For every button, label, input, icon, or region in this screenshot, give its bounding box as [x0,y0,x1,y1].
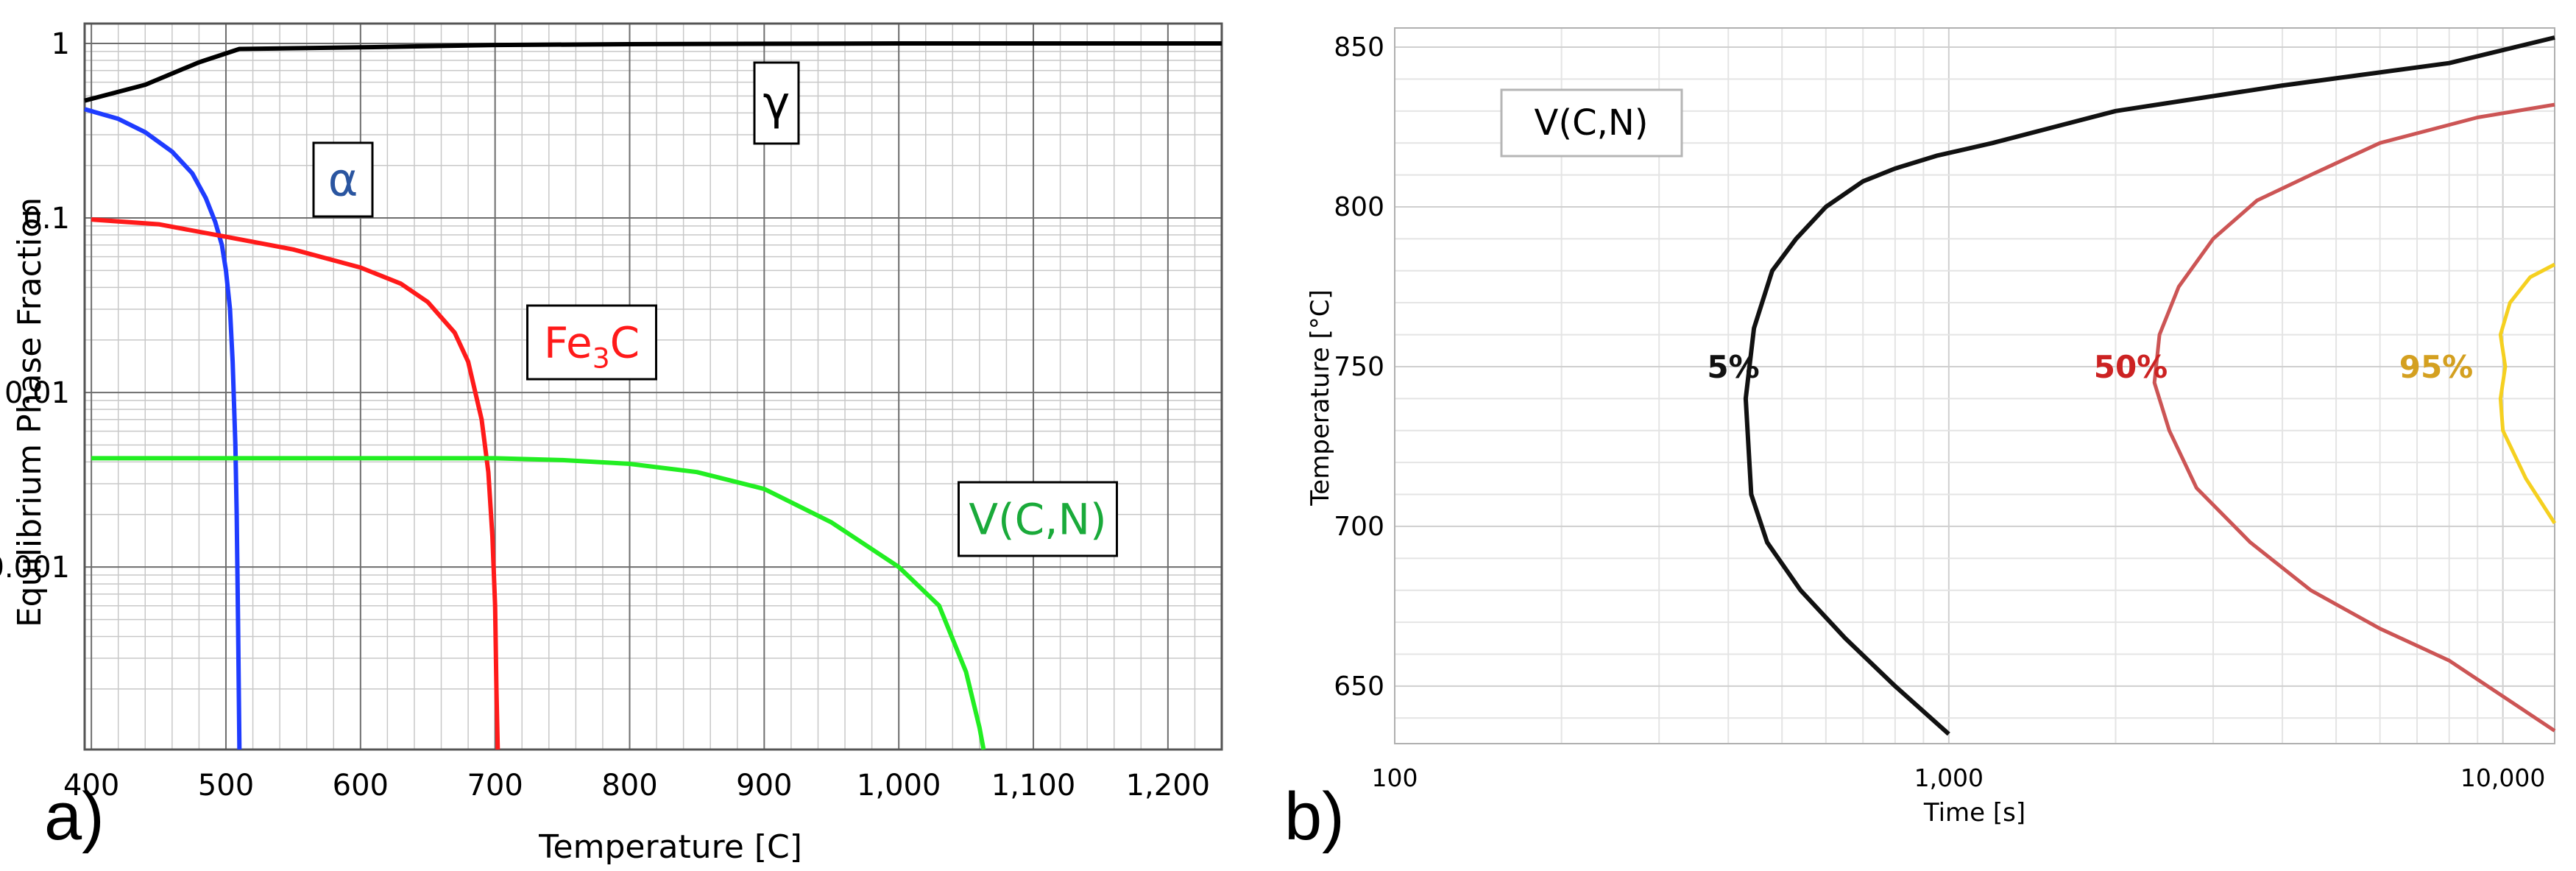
panel-a-x-axis-label: Temperature [C] [538,828,802,866]
panel-a-x-tick-label: 400 [63,769,119,803]
panel-a-x-tick-label: 900 [736,769,792,803]
panel-b-y-tick-label: 750 [1334,352,1384,382]
panel-b-plot-frame [1394,27,2555,744]
panel-b-y-axis-label: Temperature [°C] [1306,289,1335,506]
panel-a-x-tick-label: 800 [601,769,657,803]
panel-a-label-fe3c-box [526,304,657,381]
panel-a-label-gamma: γ [753,61,800,145]
panel-b-label-50pct: 50% [2094,349,2168,385]
panel-b-series-95pct-line [2498,262,2557,524]
panel-a-label-gamma-text: γ [763,77,790,130]
panel-b-label-95pct: 95% [2399,349,2474,385]
panel-b-title-frame [1500,88,1683,158]
panel-b-label-5pct: 5% [1707,349,1759,385]
panel-a-plot-frame [83,22,1223,751]
panel-b-x-axis-label: Time [s] [1923,798,2025,828]
panel-a-x-tick-label: 1,000 [857,769,941,803]
panel-b-series-5pct-line [1743,35,2555,736]
panel-a-y-axis-label: Equilibrium Phase Fraction [11,197,49,627]
panel-a-x-tick-label: 600 [333,769,389,803]
panel-a-label-alpha-box [312,141,374,218]
panel-b-grid [1394,28,2555,744]
panel-a-label-alpha: α [312,141,374,218]
panel-b-x-tick-label: 10,000 [2460,764,2545,792]
panel-a-label-vcn-box [958,481,1118,557]
panel-b-title-box: V(C,N) [1500,88,1683,158]
panel-b-x-tick-label: 100 [1372,764,1418,792]
panel-a-series-gamma-line [84,41,1222,103]
panel-a-series-fe3c-line [91,217,500,750]
panel-a-y-tick-label: 0.01 [4,376,70,410]
panel-b-label: b) [1284,779,1345,854]
panel-b-ttp-chart: Temperature [°C] Time [s] b) 100 1,000 10,… [1284,27,2557,854]
panel-a-y-tick-label: 1 [52,27,70,61]
panel-b-title: V(C,N) [1535,102,1649,144]
panel-b-y-tick-label: 800 [1334,192,1384,222]
panel-b-series-50pct-line [2152,102,2556,733]
panel-b-y-tick-label: 650 [1334,671,1384,702]
panel-a-y-tick-label: 0.1 [23,202,70,236]
panel-a-x-tick-label: 1,200 [1126,769,1211,803]
panel-a-x-tick-label: 700 [467,769,523,803]
panel-a-x-tick-label: 1,100 [991,769,1076,803]
panel-a-label-vcn: V(C,N) [958,481,1118,557]
panel-a-label-gamma-box [753,61,800,145]
panel-a-label: a) [44,779,105,854]
panel-b-y-tick-label: 850 [1334,32,1384,63]
panel-a-series-alpha-line [84,107,242,750]
panel-b-y-tick-label: 700 [1334,512,1384,542]
panel-a-phase-fraction-chart: Equilibrium Phase Fraction Temperature [… [0,22,1223,866]
panel-b-x-tick-label: 1,000 [1914,764,1984,792]
panel-a-x-tick-label: 500 [198,769,254,803]
panel-a-label-vcn-text: V(C,N) [969,494,1106,544]
panel-a-grid [85,24,1222,750]
panel-a-label-fe3c-text: Fe3C [544,317,640,374]
panel-a-label-fe3c: Fe3C [526,304,657,381]
panel-a-y-tick-label: 0.001 [0,551,70,585]
panel-a-label-alpha-text: α [328,153,358,207]
panel-a-series-vcn-line [91,456,986,750]
